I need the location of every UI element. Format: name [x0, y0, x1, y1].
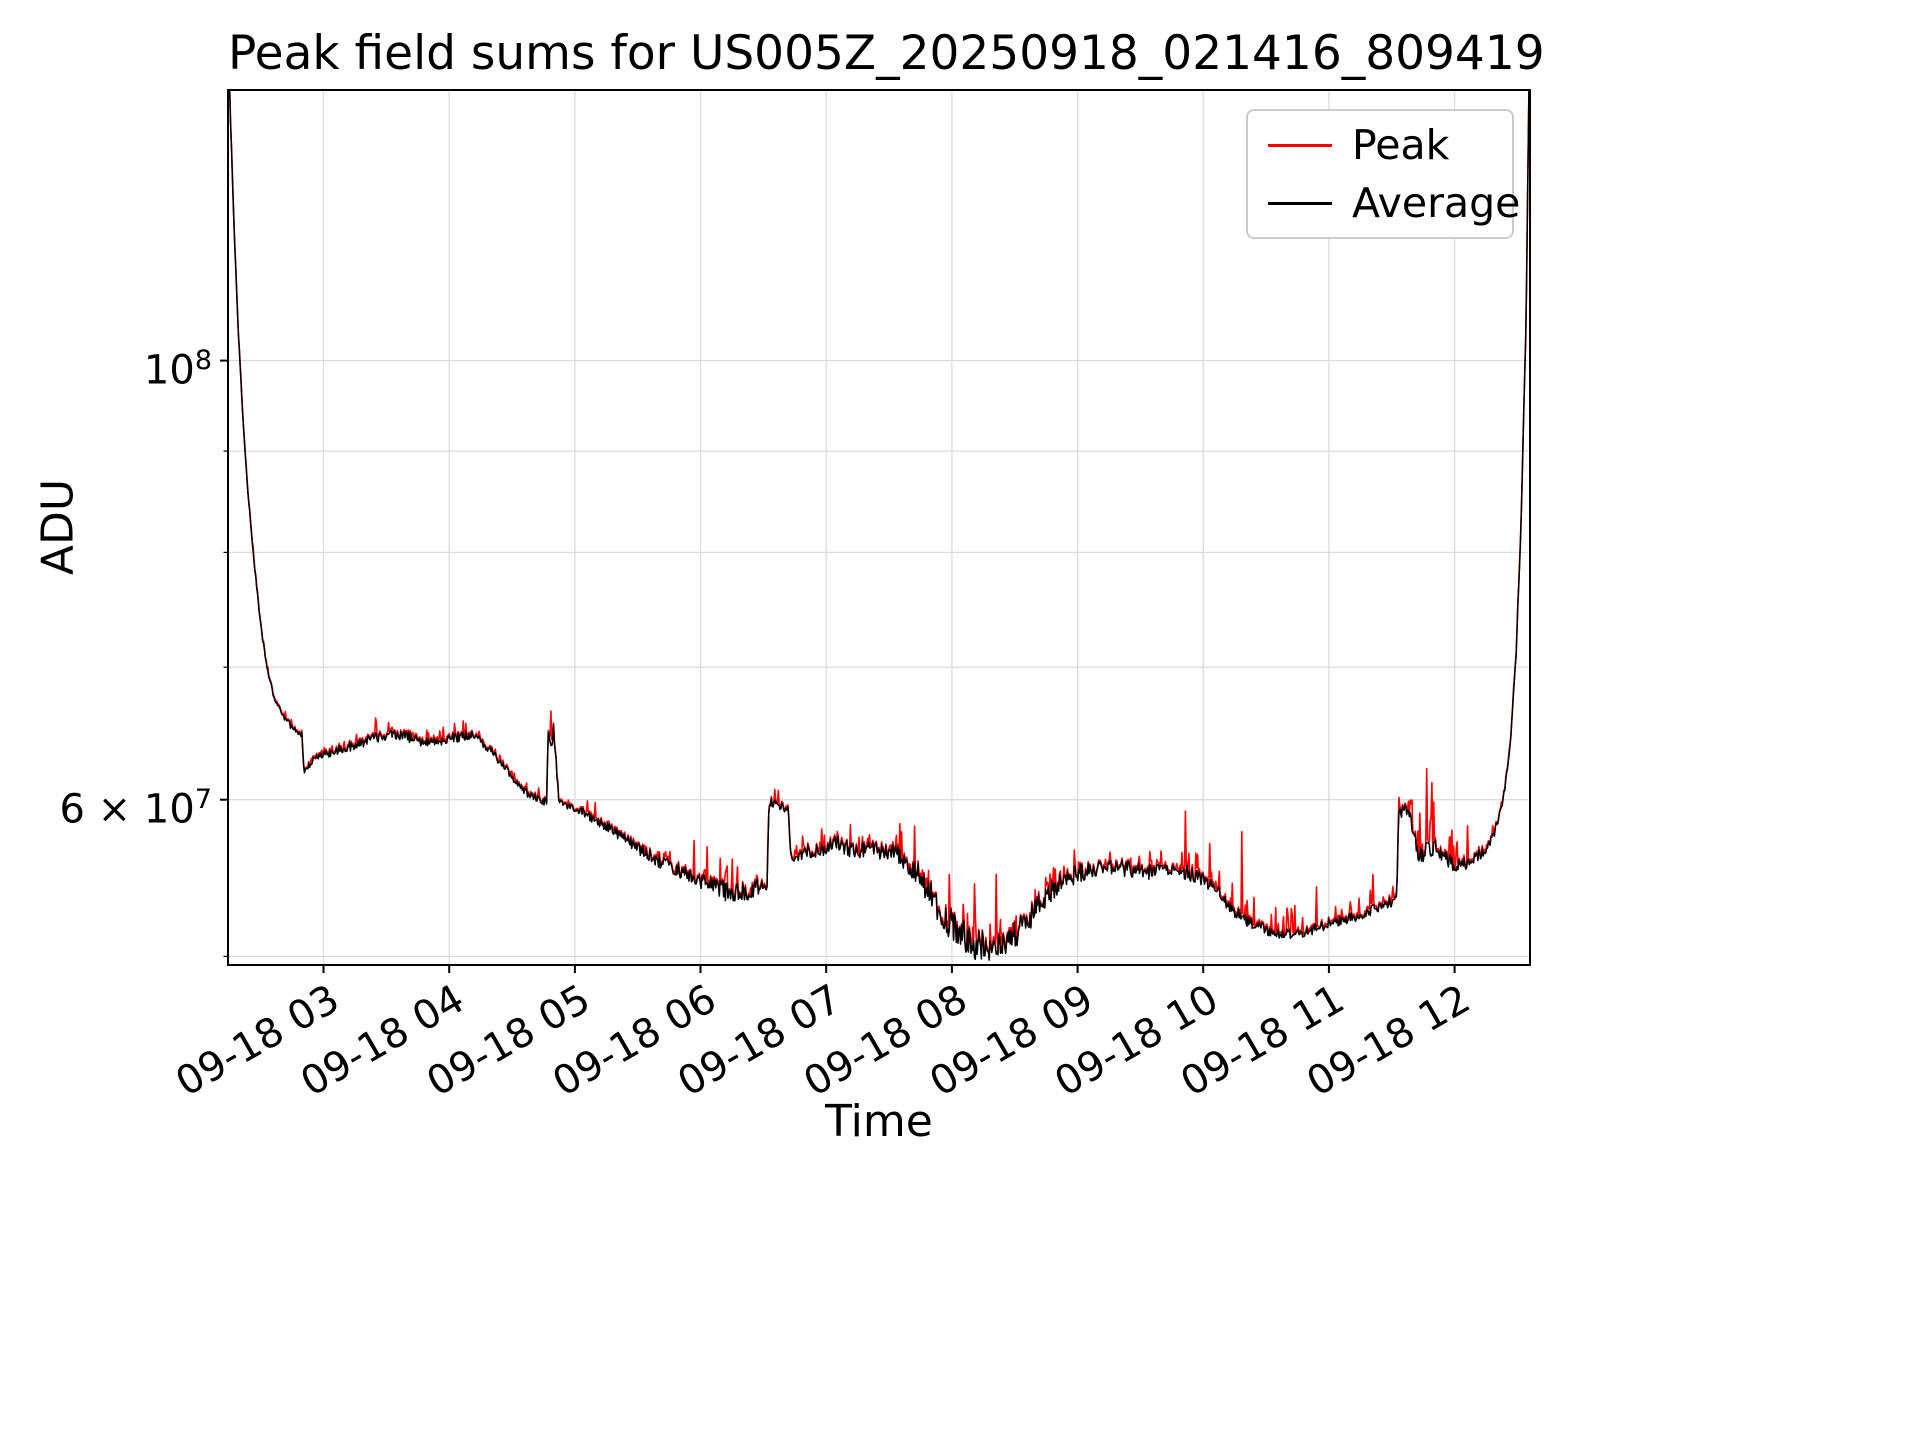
chart-title: Peak field sums for US005Z_20250918_0214…	[228, 26, 1545, 81]
legend-item-average: Average	[1268, 181, 1520, 225]
peak-line-swatch	[1268, 143, 1332, 147]
peak-series-line	[228, 90, 1530, 957]
y-tick-label: 6 × 107	[59, 783, 212, 833]
average-line-swatch	[1268, 201, 1332, 205]
axes-frame	[227, 89, 1531, 966]
y-tick-label: 108	[143, 344, 212, 393]
x-axis-label: Time	[825, 1096, 933, 1147]
legend-label-peak: Peak	[1352, 121, 1450, 169]
legend-item-peak: Peak	[1268, 123, 1502, 167]
average-series-line	[228, 90, 1530, 961]
legend-label-average: Average	[1352, 179, 1521, 227]
legend: Peak Average	[1246, 109, 1520, 239]
